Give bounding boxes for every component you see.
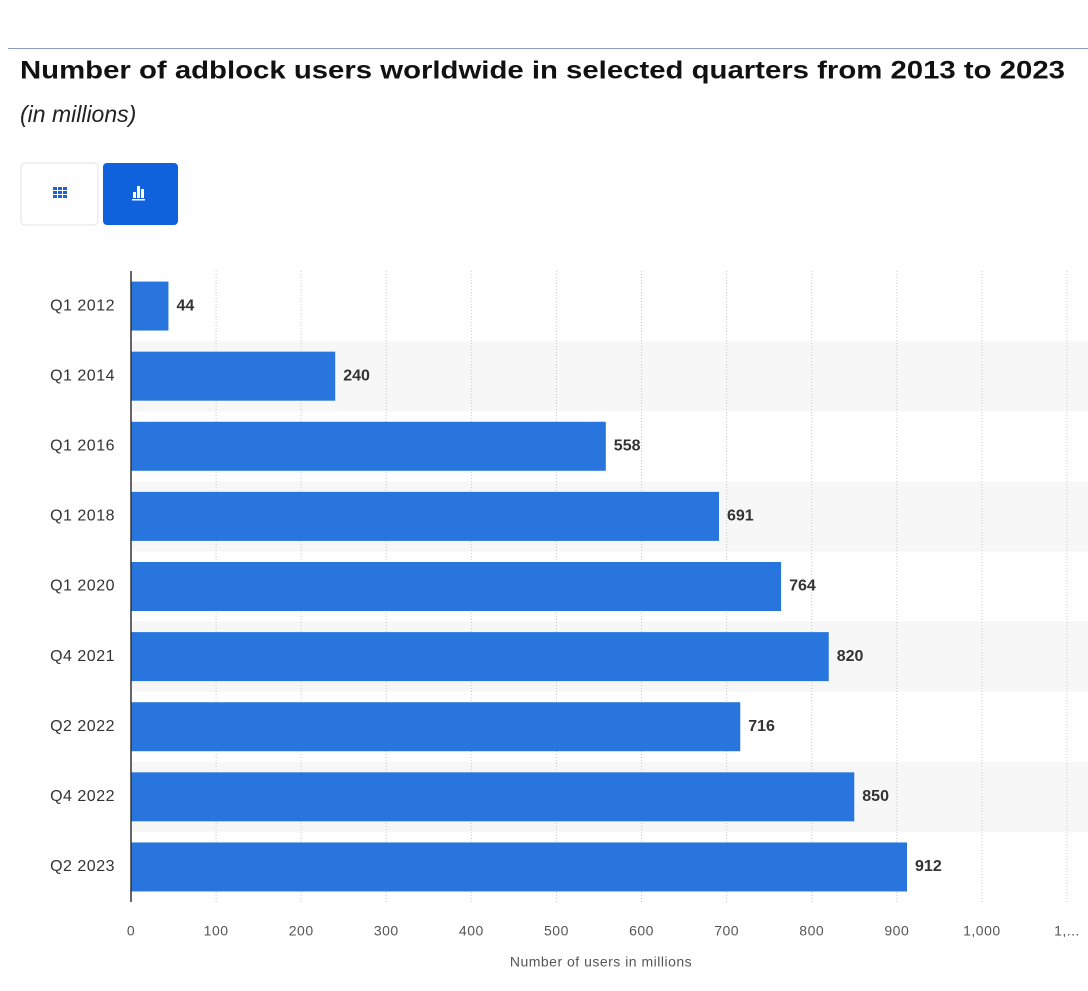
x-tick-label: 900	[884, 923, 909, 939]
bar	[131, 351, 336, 401]
x-tick-label: 800	[799, 923, 824, 939]
x-tick-label: 200	[289, 923, 314, 939]
bar	[131, 562, 782, 611]
bar	[131, 702, 741, 752]
y-tick-label: Q1 2012	[50, 297, 115, 314]
value-label: 240	[343, 367, 370, 384]
value-label: 820	[837, 648, 864, 665]
bar	[131, 772, 855, 822]
y-tick-label: Q1 2018	[50, 508, 115, 525]
x-tick-label: 100	[204, 923, 229, 939]
value-label: 716	[748, 718, 775, 735]
bar	[131, 632, 829, 682]
y-tick-label: Q1 2020	[50, 578, 115, 595]
bar	[131, 421, 606, 471]
x-tick-label: 1,...	[1054, 923, 1080, 939]
value-label: 850	[862, 788, 889, 805]
y-tick-label: Q1 2014	[50, 367, 115, 384]
value-label: 912	[915, 858, 942, 875]
bar	[131, 491, 719, 541]
plot: 0 100 200 300 400 500 600 700 800 900 1,000 1,... Nu…	[50, 271, 1088, 970]
x-tick-label: 1,000	[963, 923, 1001, 939]
y-tick-label: Q2 2023	[50, 858, 115, 875]
bar	[131, 842, 908, 892]
value-label: 764	[789, 578, 816, 595]
table-icon	[53, 187, 67, 198]
value-label: 691	[727, 508, 754, 525]
x-tick-label: 600	[629, 923, 654, 939]
value-label: 44	[176, 297, 194, 314]
x-tick-label: 500	[544, 923, 569, 939]
table-view-button[interactable]	[20, 162, 99, 226]
x-tick-label: 400	[459, 923, 484, 939]
chart-subtitle: (in millions)	[20, 101, 136, 127]
bar	[131, 281, 169, 331]
y-tick-label: Q2 2022	[50, 718, 115, 735]
x-tick-label: 700	[714, 923, 739, 939]
y-tick-label: Q4 2022	[50, 788, 115, 805]
button-bg[interactable]	[103, 163, 178, 225]
y-tick-label: Q4 2021	[50, 648, 115, 665]
x-tick-label: 300	[374, 923, 399, 939]
y-tick-label: Q1 2016	[50, 437, 115, 454]
chart-title: Number of adblock users worldwide in sel…	[20, 57, 1065, 85]
x-tick-label: 0	[127, 923, 135, 939]
value-label: 558	[614, 437, 641, 454]
chart-icon	[132, 186, 145, 201]
chart-view-button[interactable]	[103, 163, 178, 225]
x-axis-label: Number of users in millions	[510, 954, 692, 970]
